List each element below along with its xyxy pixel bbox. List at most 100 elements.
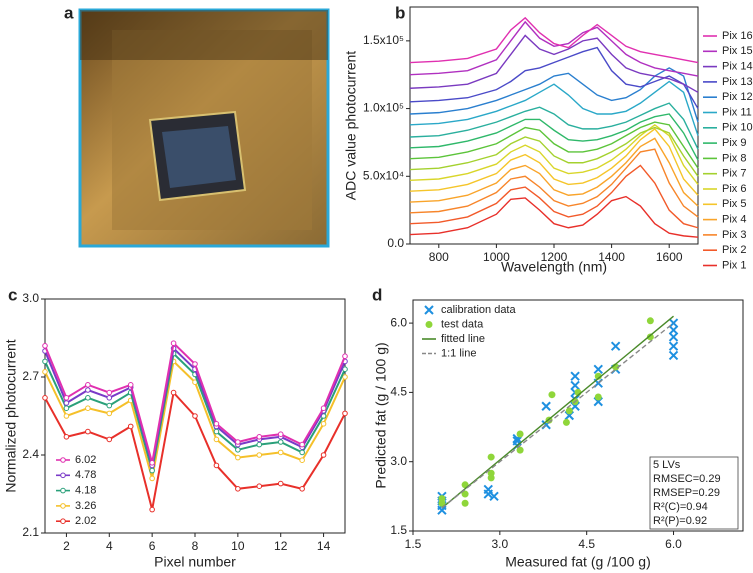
point: [646, 333, 654, 341]
y-tick-label: 0.0: [387, 236, 404, 250]
x-marker-stroke: [668, 350, 679, 361]
y-axis-title: ADC value photocurrent: [343, 51, 359, 201]
x-marker-stroke: [424, 305, 434, 315]
panel-label: a: [64, 3, 74, 22]
x-marker-stroke: [570, 380, 580, 391]
point-marker: [299, 449, 305, 456]
x-point: [593, 364, 603, 375]
x-marker-stroke: [570, 371, 580, 381]
point-marker: [213, 462, 220, 469]
point-marker: [320, 452, 327, 458]
point: [461, 490, 469, 498]
annotation: RMSEC=0.29: [653, 473, 721, 485]
plot-frame: [412, 299, 744, 532]
point-marker: [342, 374, 348, 380]
annotation: 5 LVs: [653, 459, 681, 471]
legend-label: Pix 14: [722, 61, 753, 73]
point-marker: [106, 395, 113, 401]
point-marker: [127, 382, 134, 388]
x-marker-stroke: [489, 491, 499, 502]
legend-label: Pix 13: [722, 76, 753, 88]
series-line: [409, 123, 699, 185]
x-tick-label: 6.0: [665, 537, 682, 551]
legend-label: 6.02: [75, 454, 96, 466]
annotation: R²(C)=0.94: [653, 501, 708, 513]
x-tick-label: 2: [63, 539, 70, 553]
x-axis-title: Pixel number: [154, 554, 236, 570]
x-tick-label: 4: [106, 539, 113, 553]
point-marker: [106, 410, 113, 417]
point-marker: [299, 486, 305, 492]
legend-label: Pix 2: [722, 244, 746, 256]
x-marker-stroke: [668, 341, 679, 351]
point: [516, 430, 524, 438]
x-axis-title: Wavelength (nm): [501, 259, 607, 275]
series-line: [409, 126, 699, 177]
point-marker: [42, 358, 48, 365]
legend-label: Pix 1: [722, 259, 746, 271]
point-marker: [85, 405, 91, 412]
y-tick-label: 5.0x10⁴: [363, 168, 404, 182]
point-marker: [256, 452, 263, 458]
series-line: [409, 127, 699, 196]
point-marker: [235, 454, 241, 461]
series-line: [441, 315, 674, 509]
x-point: [668, 325, 679, 335]
legend-label: calibration data: [441, 304, 516, 316]
legend-label: Pix 16: [722, 30, 753, 42]
legend-label: Pix 10: [722, 122, 753, 134]
x-tick-label: 14: [317, 539, 331, 553]
legend-label: Pix 7: [722, 168, 746, 180]
point-marker: [299, 441, 305, 448]
x-tick-label: 1200: [541, 250, 568, 264]
x-point: [668, 341, 679, 351]
annotation: RMSEP=0.29: [653, 487, 720, 499]
point-marker: [63, 405, 70, 412]
x-tick-label: 1600: [656, 250, 683, 264]
point-marker: [277, 480, 284, 487]
series-line: [409, 67, 699, 123]
x-point: [541, 401, 551, 411]
point-marker: [149, 506, 155, 513]
series-line: [409, 137, 699, 207]
y-tick-label: 1.5x10⁵: [363, 33, 404, 47]
point-marker: [277, 449, 284, 456]
point: [565, 407, 573, 415]
point-marker: [106, 389, 113, 396]
point: [594, 393, 602, 401]
x-tick-label: 12: [274, 539, 288, 553]
y-tick-label: 4.5: [390, 385, 407, 399]
y-tick-label: 2.1: [22, 525, 39, 539]
x-tick-label: 6: [149, 539, 156, 553]
y-tick-label: 2.4: [22, 447, 39, 461]
point: [487, 469, 495, 477]
photo-sensor: [162, 126, 236, 188]
point-marker: [235, 486, 241, 492]
x-tick-label: 1400: [598, 250, 625, 264]
legend-label: Pix 12: [722, 91, 753, 103]
point-marker: [106, 402, 113, 409]
photo: [78, 8, 330, 248]
series-line: [409, 121, 699, 169]
legend-swatch: [425, 321, 433, 328]
point: [438, 495, 446, 503]
point-marker: [63, 395, 70, 401]
chart: b 800 1000 1200 1400 1600 0.0 5.0x10⁴ 1.0x10⁵ 1.5…: [343, 3, 753, 274]
y-tick-label: 1.5: [390, 523, 407, 537]
x-marker-stroke: [512, 436, 522, 446]
point-marker: [299, 457, 305, 464]
point-marker: [192, 413, 198, 419]
point: [562, 418, 570, 426]
legend-swatch: [60, 472, 66, 479]
point-marker: [85, 387, 91, 393]
legend-label: Pix 6: [722, 183, 746, 195]
x-marker-stroke: [593, 364, 603, 375]
point-marker: [342, 410, 348, 417]
point-marker: [42, 369, 48, 375]
point-marker: [149, 460, 155, 466]
x-tick-label: 10: [231, 539, 245, 553]
series-line: [409, 195, 699, 238]
point-marker: [42, 395, 48, 401]
legend-label: Pix 8: [722, 152, 746, 164]
series-line: [409, 46, 699, 109]
